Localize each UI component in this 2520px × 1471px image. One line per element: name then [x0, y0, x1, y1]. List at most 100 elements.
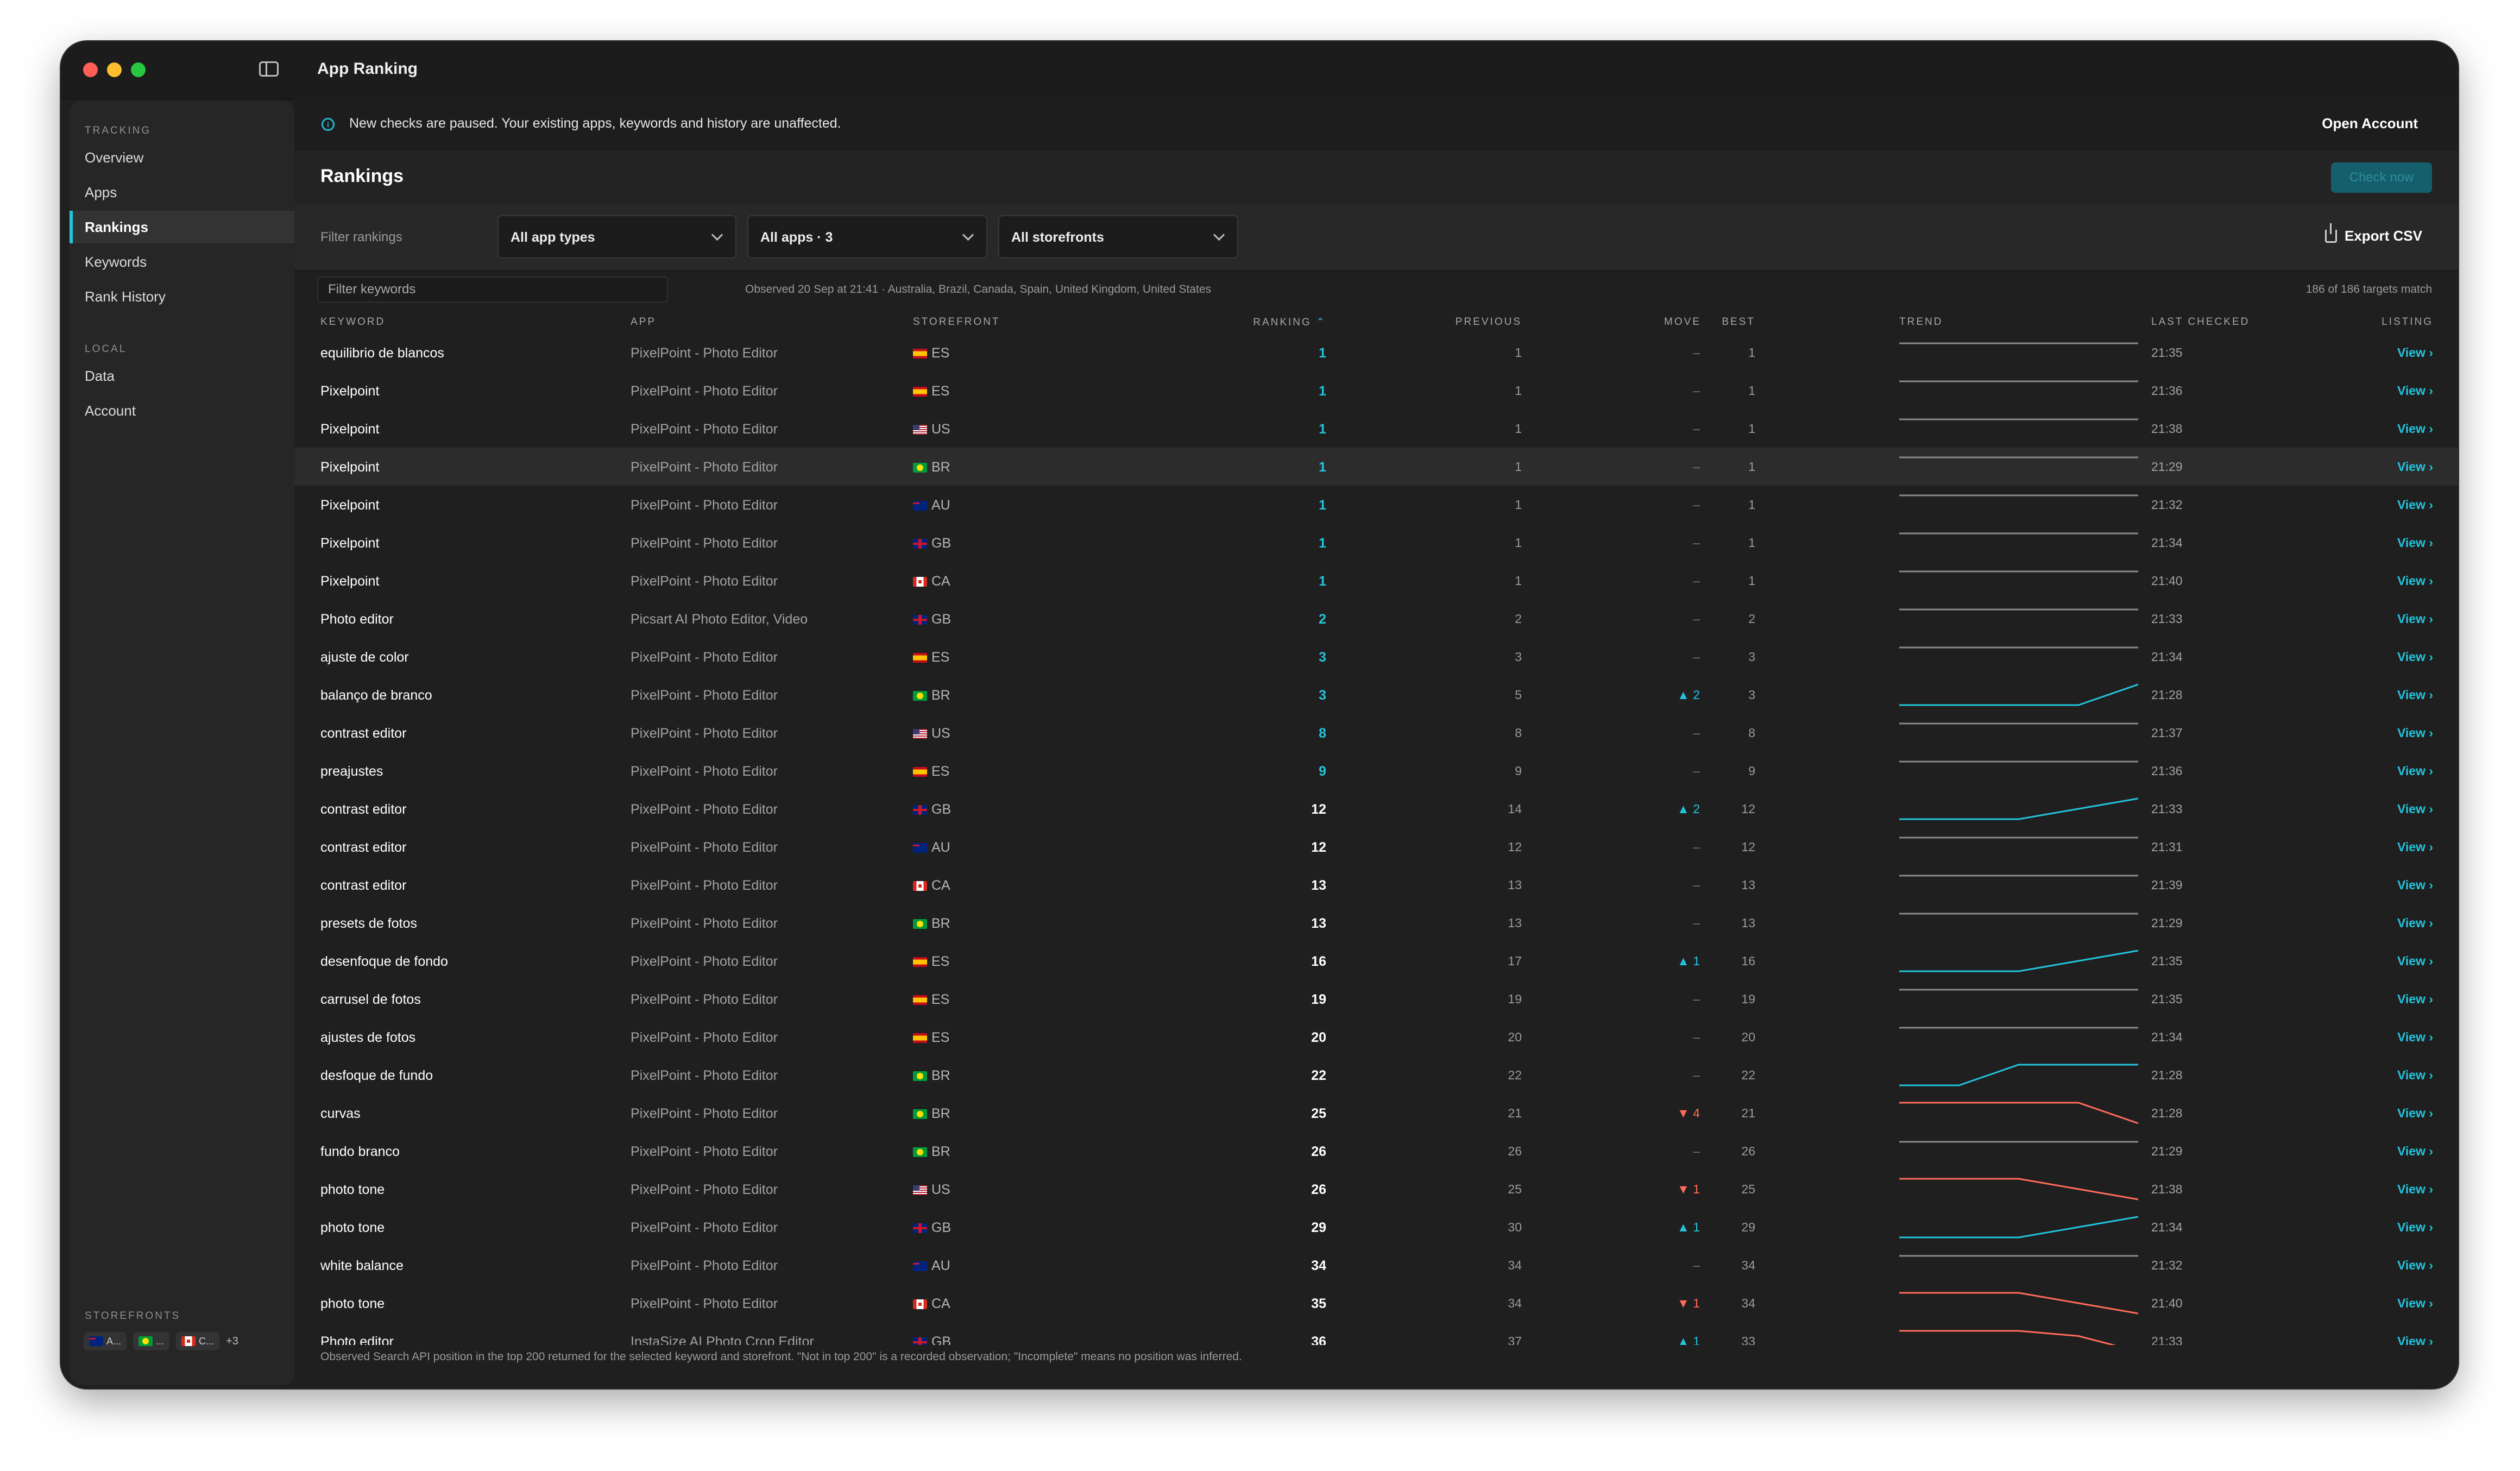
chevron-down-icon	[711, 229, 723, 241]
apps-select[interactable]: All apps · 3	[747, 215, 987, 259]
col-app[interactable]: APP	[631, 316, 657, 328]
sidebar-item-apps[interactable]: Apps	[85, 184, 117, 200]
best-cell: 1	[1748, 384, 1755, 398]
sidebar-item-rankings[interactable]: Rankings	[70, 211, 294, 243]
table-row[interactable]: Pixelpoint PixelPoint - Photo Editor AU 1 1 –…	[294, 486, 2458, 524]
view-listing-link[interactable]: View ›	[2397, 1068, 2433, 1082]
flag-ca-icon	[181, 1336, 196, 1346]
storefront-chip-au[interactable]: A...	[84, 1332, 127, 1350]
app-cell: PixelPoint - Photo Editor	[631, 498, 778, 513]
table-row[interactable]: Photo editor InstaSize AI Photo Crop Edit…	[294, 1322, 2458, 1345]
table-row[interactable]: Pixelpoint PixelPoint - Photo Editor BR 1 1 –…	[294, 448, 2458, 486]
table-row[interactable]: carrusel de fotos PixelPoint - Photo Edit…	[294, 980, 2458, 1018]
keyword-cell: ajuste de color	[320, 650, 409, 665]
storefront-chip-br[interactable]: ...	[133, 1332, 170, 1350]
ranking-cell: 2	[1319, 612, 1326, 627]
table-row[interactable]: ajustes de fotos PixelPoint - Photo Edito…	[294, 1018, 2458, 1056]
view-listing-link[interactable]: View ›	[2397, 1144, 2433, 1158]
table-row[interactable]: Pixelpoint PixelPoint - Photo Editor CA 1 1 –…	[294, 562, 2458, 600]
view-listing-link[interactable]: View ›	[2397, 1106, 2433, 1120]
view-listing-link[interactable]: View ›	[2397, 916, 2433, 930]
view-listing-link[interactable]: View ›	[2397, 954, 2433, 968]
table-row[interactable]: photo tone PixelPoint - Photo Editor CA 35 3…	[294, 1284, 2458, 1322]
view-listing-link[interactable]: View ›	[2397, 1220, 2433, 1234]
keyword-cell: presets de fotos	[320, 916, 417, 931]
table-row[interactable]: balanço de branco PixelPoint - Photo Edit…	[294, 676, 2458, 714]
table-row[interactable]: contrast editor PixelPoint - Photo Editor…	[294, 828, 2458, 866]
view-listing-link[interactable]: View ›	[2397, 612, 2433, 626]
table-row[interactable]: presets de fotos PixelPoint - Photo Edito…	[294, 904, 2458, 942]
table-row[interactable]: desenfoque de fondo PixelPoint - Photo Ed…	[294, 942, 2458, 980]
ranking-cell: 26	[1311, 1144, 1326, 1159]
view-listing-link[interactable]: View ›	[2397, 345, 2433, 360]
table-row[interactable]: Pixelpoint PixelPoint - Photo Editor US 1 1 –…	[294, 410, 2458, 448]
view-listing-link[interactable]: View ›	[2397, 536, 2433, 550]
view-listing-link[interactable]: View ›	[2397, 688, 2433, 702]
storefront-cell: ES	[913, 954, 949, 970]
view-listing-link[interactable]: View ›	[2397, 1182, 2433, 1196]
view-listing-link[interactable]: View ›	[2397, 878, 2433, 892]
view-listing-link[interactable]: View ›	[2397, 802, 2433, 816]
col-move[interactable]: MOVE	[1664, 316, 1701, 328]
col-previous[interactable]: PREVIOUS	[1455, 316, 1522, 328]
table-row[interactable]: curvas PixelPoint - Photo Editor BR 25 21 ▼ 4…	[294, 1094, 2458, 1132]
app-cell: PixelPoint - Photo Editor	[631, 1220, 778, 1235]
storefront-chip-ca[interactable]: C...	[176, 1332, 220, 1350]
table-row[interactable]: desfoque de fundo PixelPoint - Photo Edit…	[294, 1056, 2458, 1094]
view-listing-link[interactable]: View ›	[2397, 992, 2433, 1006]
sidebar-item-keywords[interactable]: Keywords	[85, 254, 147, 270]
view-listing-link[interactable]: View ›	[2397, 422, 2433, 436]
view-listing-link[interactable]: View ›	[2397, 1030, 2433, 1044]
sidebar-item-rank-history[interactable]: Rank History	[85, 288, 166, 305]
table-row[interactable]: contrast editor PixelPoint - Photo Editor…	[294, 790, 2458, 828]
table-row[interactable]: Pixelpoint PixelPoint - Photo Editor GB 1 1 –…	[294, 524, 2458, 562]
storefronts-more-count[interactable]: +3	[226, 1335, 238, 1347]
export-csv-button[interactable]: Export CSV	[2324, 223, 2422, 244]
main-content: i New checks are paused. Your existing a…	[294, 98, 2458, 1388]
table-row[interactable]: contrast editor PixelPoint - Photo Editor…	[294, 714, 2458, 752]
view-listing-link[interactable]: View ›	[2397, 460, 2433, 474]
view-listing-link[interactable]: View ›	[2397, 384, 2433, 398]
view-listing-link[interactable]: View ›	[2397, 726, 2433, 740]
table-row[interactable]: preajustes PixelPoint - Photo Editor ES 9 9 –…	[294, 752, 2458, 790]
close-window-button[interactable]	[83, 62, 98, 77]
view-listing-link[interactable]: View ›	[2397, 840, 2433, 854]
trend-sparkline	[1899, 913, 2138, 915]
app-types-select[interactable]: All app types	[497, 215, 736, 259]
table-row[interactable]: photo tone PixelPoint - Photo Editor GB 29 3…	[294, 1208, 2458, 1246]
table-row[interactable]: Pixelpoint PixelPoint - Photo Editor ES 1 1 –…	[294, 372, 2458, 410]
table-row[interactable]: Photo editor Picsart AI Photo Editor, Vid…	[294, 600, 2458, 638]
view-listing-link[interactable]: View ›	[2397, 498, 2433, 512]
table-row[interactable]: ajuste de color PixelPoint - Photo Editor…	[294, 638, 2458, 676]
best-cell: 13	[1741, 916, 1755, 930]
minimize-window-button[interactable]	[107, 62, 122, 77]
view-listing-link[interactable]: View ›	[2397, 764, 2433, 778]
table-row[interactable]: equilibrio de blancos PixelPoint - Photo …	[294, 334, 2458, 372]
last-checked-cell: 21:28	[2151, 1106, 2183, 1120]
sidebar-item-data[interactable]: Data	[85, 368, 115, 384]
last-checked-cell: 21:34	[2151, 1220, 2183, 1234]
ranking-cell: 1	[1319, 345, 1326, 361]
sidebar-item-account[interactable]: Account	[85, 403, 136, 419]
col-ranking[interactable]: RANKING ⌃	[1253, 317, 1326, 328]
view-listing-link[interactable]: View ›	[2397, 1258, 2433, 1272]
table-row[interactable]: white balance PixelPoint - Photo Editor AU…	[294, 1246, 2458, 1284]
col-last-checked[interactable]: LAST CHECKED	[2151, 316, 2250, 328]
table-row[interactable]: fundo branco PixelPoint - Photo Editor BR 2…	[294, 1132, 2458, 1170]
view-listing-link[interactable]: View ›	[2397, 1296, 2433, 1310]
view-listing-link[interactable]: View ›	[2397, 650, 2433, 664]
open-account-button[interactable]: Open Account	[2322, 115, 2418, 131]
col-keyword[interactable]: KEYWORD	[320, 316, 386, 328]
table-row[interactable]: photo tone PixelPoint - Photo Editor US 26 2…	[294, 1170, 2458, 1208]
col-best[interactable]: BEST	[1722, 316, 1755, 328]
table-row[interactable]: contrast editor PixelPoint - Photo Editor…	[294, 866, 2458, 904]
sidebar-toggle-icon[interactable]	[259, 61, 279, 77]
check-now-button[interactable]: Check now	[2331, 162, 2432, 193]
storefronts-select[interactable]: All storefronts	[998, 215, 1238, 259]
zoom-window-button[interactable]	[131, 62, 146, 77]
view-listing-link[interactable]: View ›	[2397, 574, 2433, 588]
sidebar-item-overview[interactable]: Overview	[85, 149, 144, 166]
filter-keywords-input[interactable]	[317, 276, 668, 303]
view-listing-link[interactable]: View ›	[2397, 1334, 2433, 1345]
col-storefront[interactable]: STOREFRONT	[913, 316, 1000, 328]
